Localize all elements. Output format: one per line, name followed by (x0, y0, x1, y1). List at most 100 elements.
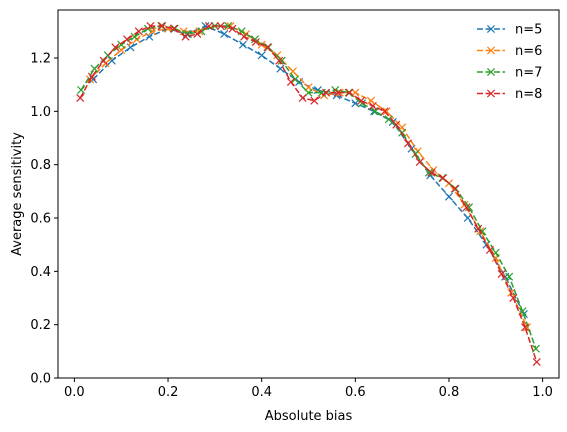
data-point (298, 93, 307, 103)
data-point (351, 88, 360, 97)
data-point (130, 32, 139, 41)
data-point (111, 43, 120, 52)
y-tick-label: 0.8 (30, 158, 51, 173)
data-point (87, 72, 96, 81)
data-point (531, 344, 540, 353)
data-point (77, 85, 86, 95)
data-point (462, 203, 471, 212)
legend-label: n=8 (515, 87, 542, 102)
data-point (250, 35, 260, 44)
data-point (164, 24, 173, 33)
data-point (193, 29, 202, 39)
data-point (238, 40, 247, 49)
data-point (277, 56, 286, 65)
legend-item: n=6 (477, 44, 542, 59)
data-point (107, 56, 116, 65)
y-tick-label: 1.2 (30, 52, 51, 67)
data-point (251, 37, 260, 47)
legend-label: n=5 (515, 23, 542, 38)
data-point (392, 120, 401, 129)
data-point (216, 21, 225, 31)
x-tick-label: 1.0 (532, 385, 553, 400)
data-point (134, 27, 143, 36)
data-point (76, 93, 85, 103)
x-tick-label: 0.6 (345, 385, 366, 400)
data-point (444, 192, 453, 201)
legend-item: n=8 (477, 87, 542, 102)
data-point (263, 43, 272, 52)
data-point (521, 323, 530, 332)
data-point (351, 99, 360, 108)
data-point (424, 168, 433, 177)
x-tick-label: 0.0 (64, 385, 85, 400)
data-point (169, 24, 178, 33)
data-point (89, 75, 98, 84)
legend-item: n=7 (477, 66, 542, 81)
data-point (505, 272, 514, 281)
legend-marker (486, 46, 496, 55)
y-tick-label: 0.0 (30, 372, 51, 387)
data-point (532, 357, 541, 367)
data-point (99, 56, 108, 65)
data-point (240, 32, 249, 41)
data-point (382, 107, 391, 116)
x-axis-title: Absolute bias (265, 409, 353, 424)
series-line (92, 25, 525, 315)
data-point (333, 88, 342, 97)
legend-marker (486, 67, 496, 77)
data-point (275, 56, 284, 65)
legend-marker (486, 24, 496, 34)
data-point (357, 99, 367, 108)
data-point (403, 139, 413, 148)
series-line (79, 25, 538, 363)
y-axis-title: Average sensitivity (10, 132, 25, 256)
data-point (463, 213, 472, 223)
data-point (380, 107, 389, 116)
data-point (509, 293, 518, 303)
x-tick-label: 0.8 (439, 385, 460, 400)
data-point (465, 203, 474, 212)
data-point (497, 269, 506, 279)
y-tick-label: 0.2 (30, 318, 51, 333)
x-tick-label: 0.4 (251, 385, 272, 400)
data-point (478, 227, 487, 236)
data-point (181, 32, 190, 41)
data-point (158, 21, 167, 31)
x-tick-label: 0.2 (158, 385, 179, 400)
data-point (439, 173, 448, 183)
legend-label: n=7 (515, 66, 542, 81)
y-tick-label: 1.0 (30, 105, 51, 120)
data-point (427, 168, 436, 177)
data-point (286, 77, 295, 87)
legend: n=5 n=6 n=7 n=8 (477, 23, 542, 102)
data-point (123, 35, 132, 44)
legend-label: n=6 (515, 44, 542, 59)
data-point (146, 21, 155, 31)
data-point (415, 157, 424, 167)
data-point (474, 224, 483, 233)
data-point (90, 64, 99, 73)
data-point (204, 21, 214, 31)
plot-frame (57, 9, 560, 379)
y-axis: 0.0 0.2 0.4 0.6 0.8 1.0 1.2 (30, 52, 58, 387)
data-point (291, 75, 300, 84)
legend-marker (486, 89, 496, 98)
data-point (366, 96, 375, 105)
data-point (450, 184, 459, 193)
data-point (491, 248, 500, 257)
data-point (384, 115, 393, 124)
x-axis: 0.0 0.2 0.4 0.6 0.8 1.0 (64, 378, 553, 400)
series-n=8 (76, 21, 541, 367)
data-point (485, 245, 494, 255)
data-point (322, 88, 331, 97)
legend-item: n=5 (477, 23, 542, 38)
y-tick-label: 0.4 (30, 265, 51, 280)
data-point (357, 96, 366, 105)
data-point (228, 24, 237, 33)
data-point (257, 51, 266, 60)
data-point (345, 88, 354, 97)
data-point (368, 101, 377, 111)
y-tick-label: 0.6 (30, 212, 51, 227)
series-layer (76, 21, 541, 367)
